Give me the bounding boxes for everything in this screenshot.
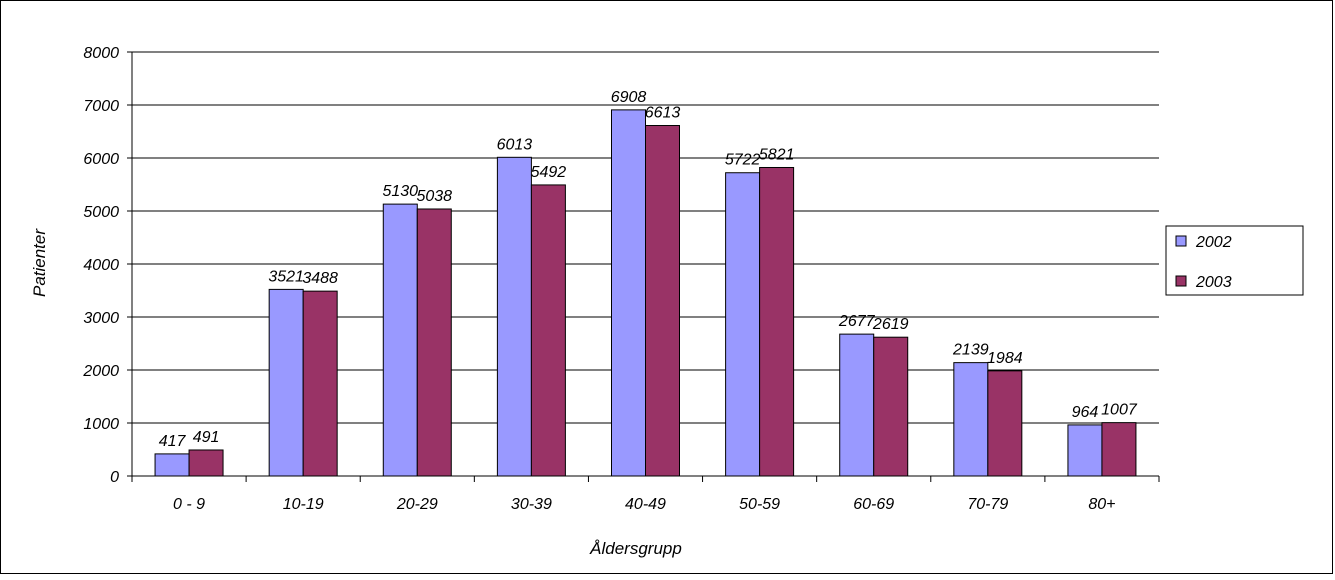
x-tick-label: 50-59 [739, 496, 780, 513]
x-axis-ticks: 0 - 9 10-19 20-29 30-39 40-49 50-59 60-69 70-79… [131, 476, 1160, 513]
bar-2003-8 [1101, 422, 1137, 477]
x-axis-title: Åldersgrupp [589, 539, 682, 558]
x-tick-label: 40-49 [625, 496, 666, 513]
bar-2002-3 [496, 156, 532, 477]
bar-2002-0 [154, 453, 190, 477]
bar-2003-3 [530, 184, 566, 477]
x-tick-label: 0 - 9 [173, 496, 205, 513]
bar-2002-6 [839, 333, 875, 477]
y-tick-label: 6000 [83, 151, 119, 168]
data-label: 5821 [759, 146, 795, 163]
x-tick-label: 10-19 [283, 496, 324, 513]
data-label: 1984 [987, 350, 1023, 367]
bar-2003-1 [302, 290, 338, 477]
bar-2003-0 [188, 449, 224, 477]
data-label: 964 [1072, 404, 1099, 421]
x-tick-label: 70-79 [967, 496, 1008, 513]
y-tick-label: 3000 [83, 310, 119, 327]
data-label: 417 [159, 433, 187, 450]
data-label: 3488 [302, 270, 338, 287]
x-tick-label: 80+ [1088, 496, 1115, 513]
legend-swatch-2003 [1175, 275, 1187, 287]
data-label: 2139 [952, 342, 989, 359]
data-label: 6908 [611, 89, 647, 106]
data-label: 6013 [497, 136, 533, 153]
bar-2003-4 [645, 125, 680, 477]
data-label: 5492 [531, 164, 567, 181]
y-tick-label: 1000 [83, 416, 119, 433]
bar-2003-7 [987, 370, 1023, 477]
x-tick-label: 30-39 [511, 496, 552, 513]
bar-2003-6 [873, 336, 909, 477]
bar-2002-8 [1067, 424, 1103, 477]
legend-item-2003: 2003 [1175, 274, 1232, 291]
bars [154, 109, 1137, 477]
bar-2002-7 [953, 362, 989, 477]
data-label: 3521 [268, 268, 304, 285]
y-tick-label: 2000 [82, 363, 119, 380]
legend-box [1165, 225, 1304, 296]
bar-2002-5 [725, 172, 761, 477]
y-axis-title: Patienter [30, 228, 49, 297]
y-tick-label: 0 [110, 469, 119, 486]
bar-2003-5 [759, 166, 795, 477]
bar-2003-2 [416, 208, 452, 477]
data-labels: 417 3521 5130 6013 6908 5722 2677 2139 964 491 348… [159, 89, 1138, 450]
y-tick-label: 8000 [83, 45, 119, 62]
y-tick-label: 7000 [83, 98, 119, 115]
x-tick-label: 60-69 [853, 496, 894, 513]
legend: 2002 2003 [1165, 225, 1304, 296]
legend-label-2002: 2002 [1195, 234, 1232, 251]
legend-swatch-2002 [1175, 235, 1187, 247]
bar-2002-1 [268, 288, 304, 477]
y-tick-label: 5000 [83, 204, 119, 221]
y-axis-ticks: 0 1000 2000 3000 4000 5000 6000 7000 8000 [82, 45, 132, 486]
y-tick-label: 4000 [83, 257, 119, 274]
data-label: 491 [193, 429, 220, 446]
x-tick-label: 20-29 [396, 496, 438, 513]
data-label: 2677 [838, 313, 876, 330]
legend-label-2003: 2003 [1195, 274, 1232, 291]
data-label: 2619 [872, 316, 909, 333]
bar-2002-2 [382, 203, 418, 477]
data-label: 5130 [382, 183, 418, 200]
data-label: 5722 [725, 152, 761, 169]
bar-2002-4 [611, 109, 646, 477]
data-label: 5038 [416, 188, 452, 205]
data-label: 6613 [645, 105, 681, 122]
data-label: 1007 [1101, 402, 1138, 419]
legend-item-2002: 2002 [1175, 234, 1232, 251]
